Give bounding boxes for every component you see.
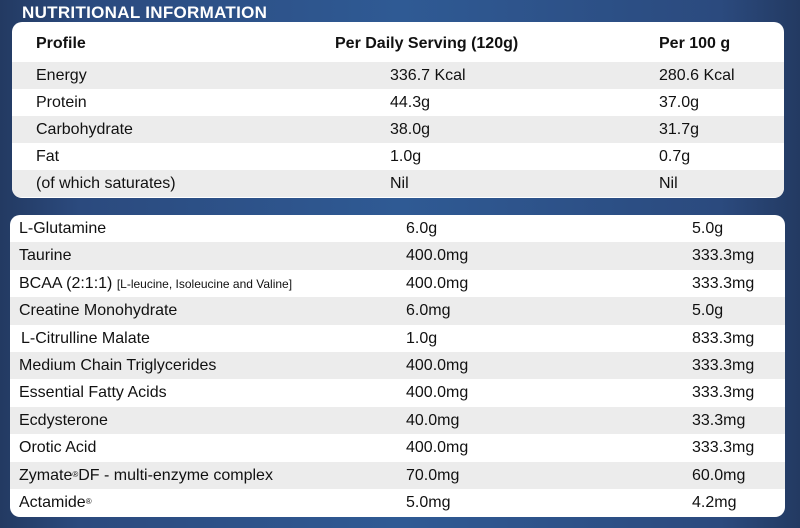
row-name: (of which saturates) [36, 175, 176, 192]
row-name: Taurine [19, 247, 72, 265]
row-serving: 6.0g [406, 220, 438, 237]
row-per100: 280.6 Kcal [659, 67, 735, 84]
profile-table: Profile Per Daily Serving (120g) Per 100… [12, 22, 784, 198]
row-per100: Nil [659, 175, 678, 192]
row-per100: 333.3mg [692, 439, 755, 457]
row-name: Actamide [19, 493, 86, 511]
row-per100: 33.3mg [692, 411, 746, 429]
row-serving: 1.0g [406, 329, 438, 347]
table-row: Zymate®DF - multi-enzyme complex 70.0mg … [10, 461, 785, 490]
row-serving: 1.0g [390, 148, 422, 165]
row-name: Creatine Monohydrate [19, 302, 178, 320]
table-row: Taurine 400.0mg 333.3mg [10, 242, 785, 270]
row-name: Energy [36, 67, 87, 84]
row-name: Carbohydrate [36, 121, 133, 138]
row-serving: 400.0mg [406, 384, 469, 402]
table-row: Fat 1.0g 0.7g [12, 143, 784, 170]
row-serving: 400.0mg [406, 274, 469, 292]
row-serving: 400.0mg [406, 356, 469, 374]
row-per100: 333.3mg [692, 356, 755, 374]
row-per100: 333.3mg [692, 247, 755, 265]
row-name: Protein [36, 94, 87, 111]
profile-header-row: Profile Per Daily Serving (120g) Per 100… [12, 22, 784, 62]
row-name: Ecdysterone [19, 411, 108, 429]
table-row: Creatine Monohydrate 6.0mg 5.0g [10, 297, 785, 325]
table-row: Protein 44.3g 37.0g [12, 89, 784, 116]
row-per100: 60.0mg [692, 466, 746, 484]
table-row: Essential Fatty Acids 400.0mg 333.3mg [10, 379, 785, 406]
table-row: Orotic Acid 400.0mg 333.3mg [10, 434, 785, 461]
table-row: Carbohydrate 38.0g 31.7g [12, 116, 784, 143]
row-name: Zymate [19, 466, 73, 484]
registered-mark: ® [72, 469, 79, 479]
row-name-with-mark: Zymate®DF - multi-enzyme complex [19, 462, 273, 490]
row-per100: 333.3mg [692, 274, 755, 292]
row-serving: 336.7 Kcal [390, 67, 466, 84]
header-per-serving: Per Daily Serving (120g) [335, 35, 519, 52]
row-note: [L-leucine, Isoleucine and Valine] [116, 276, 293, 291]
table-row: BCAA (2:1:1) [L-leucine, Isoleucine and … [10, 270, 785, 297]
registered-mark: ® [85, 496, 92, 506]
row-serving: Nil [390, 175, 409, 192]
row-name: L-Citrulline Malate [21, 329, 150, 347]
row-name: L-Glutamine [19, 220, 107, 237]
row-name: Medium Chain Triglycerides [19, 356, 217, 374]
row-serving: 44.3g [390, 94, 431, 111]
row-serving: 400.0mg [406, 439, 469, 457]
row-name-with-note: BCAA (2:1:1) [L-leucine, Isoleucine and … [19, 270, 292, 298]
row-serving: 6.0mg [406, 302, 451, 320]
table-row: Energy 336.7 Kcal 280.6 Kcal [12, 62, 784, 89]
table-row: L-Citrulline Malate 1.0g 833.3mg [10, 325, 785, 352]
row-name: Fat [36, 148, 60, 165]
row-serving: 38.0g [390, 121, 431, 138]
row-name: Orotic Acid [19, 439, 97, 457]
row-name-suffix: DF - multi-enzyme complex [78, 466, 273, 484]
row-per100: 333.3mg [692, 384, 755, 402]
row-per100: 0.7g [659, 148, 691, 165]
row-name: BCAA (2:1:1) [19, 274, 113, 292]
row-name: Essential Fatty Acids [19, 384, 167, 402]
row-name-with-mark: Actamide® [19, 489, 92, 517]
header-profile: Profile [36, 35, 86, 52]
row-per100: 5.0g [692, 220, 724, 237]
table-row: L-Glutamine 6.0g 5.0g [10, 215, 785, 242]
row-per100: 4.2mg [692, 493, 737, 511]
row-serving: 40.0mg [406, 411, 460, 429]
row-per100: 833.3mg [692, 329, 755, 347]
row-per100: 5.0g [692, 302, 724, 320]
section-title: NUTRITIONAL INFORMATION [22, 3, 268, 22]
table-row: Actamide® 5.0mg 4.2mg [10, 489, 785, 516]
row-per100: 37.0g [659, 94, 700, 111]
row-per100: 31.7g [659, 121, 700, 138]
ingredient-table: L-Glutamine 6.0g 5.0g Taurine 400.0mg 33… [10, 215, 785, 517]
row-serving: 5.0mg [406, 493, 451, 511]
row-serving: 70.0mg [406, 466, 460, 484]
row-serving: 400.0mg [406, 247, 469, 265]
table-row: Medium Chain Triglycerides 400.0mg 333.3… [10, 351, 785, 380]
table-row: (of which saturates) Nil Nil [12, 170, 784, 197]
header-per-100g: Per 100 g [659, 35, 731, 52]
table-row: Ecdysterone 40.0mg 33.3mg [10, 406, 785, 435]
